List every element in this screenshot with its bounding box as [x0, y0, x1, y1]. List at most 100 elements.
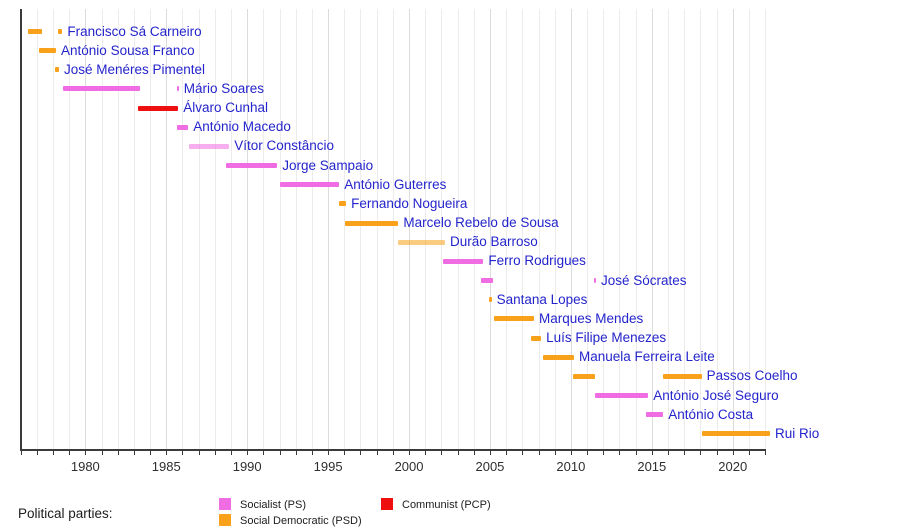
x-axis — [19, 449, 767, 451]
gridline-year-2013 — [619, 9, 621, 449]
gridline-year-2020 — [732, 9, 734, 449]
bar-mario-soares-2 — [176, 86, 179, 92]
bar-jose-meneres-pimentel — [55, 67, 59, 73]
bar-antonio-guterres — [280, 182, 340, 188]
gridline-year-2012 — [603, 9, 605, 449]
legend-title: Political parties: — [18, 506, 113, 521]
gridline-year-2022 — [765, 9, 767, 449]
person-label-marques-mendes: Marques Mendes — [538, 310, 644, 326]
bar-passos-coelho-2 — [663, 373, 702, 379]
gridline-year-1988 — [214, 9, 216, 449]
gridline-year-2000 — [409, 9, 411, 449]
axis-tick-2021 — [748, 451, 750, 455]
bar-rui-rio — [701, 431, 770, 437]
bar-antonio-macedo — [176, 124, 189, 130]
axis-tick-1984 — [150, 451, 152, 455]
gridline-year-1987 — [198, 9, 200, 449]
gridline-year-2003 — [457, 9, 459, 449]
gridline-year-2016 — [668, 9, 669, 449]
axis-tick-2020 — [732, 451, 734, 455]
bar-manuela-ferreira-leite — [542, 354, 574, 360]
legend-label-pcp: Communist (PCP) — [402, 499, 491, 511]
person-label-antonio-costa: António Costa — [668, 406, 754, 422]
axis-tick-2019 — [716, 451, 718, 455]
axis-tick-1978 — [52, 451, 54, 455]
axis-tick-2016 — [668, 451, 669, 455]
gridline-year-2015 — [651, 9, 653, 449]
person-label-santana-lopes: Santana Lopes — [496, 291, 588, 307]
axis-tick-1985 — [166, 451, 168, 455]
axis-tick-2008 — [538, 451, 540, 455]
gridline-year-2011 — [587, 9, 589, 449]
axis-tick-1989 — [231, 451, 232, 455]
legend-swatch-psd — [219, 514, 231, 526]
axis-tick-1991 — [263, 451, 265, 455]
axis-label-2020: 2020 — [718, 459, 748, 474]
legend-swatch-ps — [219, 498, 231, 510]
axis-tick-2000 — [409, 451, 411, 455]
person-label-rui-rio: Rui Rio — [774, 425, 820, 441]
gridline-year-1990 — [247, 9, 249, 449]
axis-tick-2022 — [765, 451, 767, 455]
axis-tick-2011 — [587, 451, 589, 455]
gridline-year-2001 — [425, 9, 427, 449]
gridline-year-1999 — [392, 9, 394, 449]
axis-tick-1994 — [311, 451, 313, 455]
person-label-marcelo-rebelo-de-sousa: Marcelo Rebelo de Sousa — [403, 215, 559, 231]
axis-label-1985: 1985 — [151, 459, 181, 474]
bar-alvaro-cunhal — [138, 105, 179, 111]
gridline-year-1982 — [117, 9, 119, 449]
axis-tick-2004 — [473, 451, 475, 455]
person-label-jose-socrates: José Sócrates — [600, 272, 687, 288]
axis-label-1990: 1990 — [232, 459, 262, 474]
person-label-vitor-constancio: Vítor Constâncio — [234, 138, 335, 154]
bar-jorge-sampaio — [225, 163, 278, 169]
gridline-year-2004 — [473, 9, 475, 449]
gridline-year-1995 — [328, 9, 330, 449]
axis-tick-2003 — [457, 451, 459, 455]
axis-label-2000: 2000 — [394, 459, 424, 474]
bar-francisco-sa-carneiro-2 — [57, 29, 63, 34]
axis-label-2015: 2015 — [637, 459, 667, 474]
gridline-year-1978 — [52, 9, 54, 449]
gridline-year-1996 — [344, 9, 346, 449]
bar-mario-soares — [63, 86, 141, 92]
axis-tick-2013 — [619, 451, 621, 455]
axis-tick-1980 — [85, 451, 87, 455]
axis-tick-2014 — [635, 451, 637, 455]
bar-jose-socrates — [480, 278, 493, 284]
gridline-year-1981 — [101, 9, 103, 449]
axis-label-2005: 2005 — [475, 459, 505, 474]
axis-label-1980: 1980 — [70, 459, 100, 474]
axis-tick-1995 — [328, 451, 330, 455]
axis-tick-1990 — [247, 451, 249, 455]
bar-marcelo-rebelo-de-sousa — [344, 220, 399, 226]
gridline-year-1985 — [166, 9, 168, 449]
person-label-antonio-sousa-franco: António Sousa Franco — [61, 42, 195, 58]
axis-tick-1986 — [182, 451, 184, 455]
gridline-year-2017 — [684, 9, 686, 449]
bar-passos-coelho — [573, 373, 595, 379]
axis-tick-2006 — [506, 451, 508, 455]
axis-tick-2017 — [684, 451, 686, 455]
gridline-year-2002 — [441, 9, 443, 449]
axis-label-2010: 2010 — [556, 459, 586, 474]
gridline-year-1983 — [133, 9, 135, 449]
bar-francisco-sa-carneiro — [28, 29, 42, 34]
bar-marques-mendes — [494, 316, 534, 322]
legend-swatch-pcp — [381, 498, 393, 510]
gridline-year-1980 — [85, 9, 87, 449]
person-label-antonio-guterres: António Guterres — [344, 176, 447, 192]
gridline-year-2009 — [554, 9, 556, 449]
gridline-year-2021 — [748, 9, 750, 449]
axis-tick-1993 — [295, 451, 297, 455]
gridline-year-2005 — [489, 9, 491, 449]
person-label-alvaro-cunhal: Álvaro Cunhal — [183, 100, 269, 116]
axis-tick-2001 — [425, 451, 427, 455]
bar-antonio-costa — [645, 412, 664, 418]
axis-tick-2012 — [603, 451, 605, 455]
gridline-year-1993 — [295, 9, 297, 449]
axis-tick-1992 — [279, 451, 281, 455]
axis-tick-2018 — [700, 451, 702, 455]
